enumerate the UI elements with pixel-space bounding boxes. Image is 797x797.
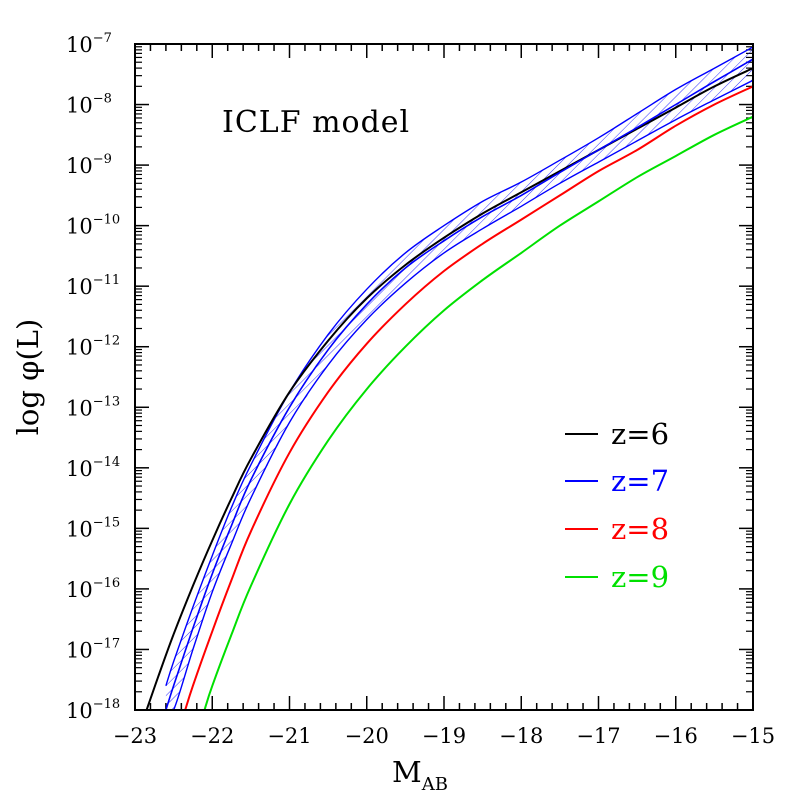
series-z7-uncertainty-band	[165, 47, 753, 710]
y-tick-label: 10−12	[66, 334, 120, 360]
x-tick-label: −20	[345, 724, 389, 748]
y-tick-label: 10−17	[66, 636, 120, 662]
x-tick-label: −21	[267, 724, 311, 748]
x-tick-labels: −23 −22 −21 −20 −19 −18 −17 −16 −15	[113, 724, 775, 748]
y-axis-title: log φ(L)	[11, 319, 45, 436]
x-tick-label: −16	[654, 724, 698, 748]
series-z7-band-lower-edge	[165, 79, 753, 710]
series-z6-line	[145, 67, 753, 710]
y-tick-label: 10−14	[66, 455, 120, 481]
legend-label-z8: z=8	[611, 512, 669, 546]
series-z9-line	[203, 115, 753, 710]
legend-label-z9: z=9	[611, 560, 669, 594]
x-axis-title-main: M	[392, 755, 422, 789]
y-tick-label: 10−8	[66, 92, 112, 118]
y-tick-label: 10−18	[66, 697, 120, 723]
x-tick-label: −23	[113, 724, 157, 748]
series-z7-line	[165, 58, 753, 710]
x-axis-title: MAB	[392, 755, 448, 795]
legend-label-z7: z=7	[611, 464, 669, 498]
legend: z=6 z=7 z=8 z=9	[565, 417, 669, 594]
y-tick-label: 10−9	[66, 152, 112, 178]
y-tick-label: 10−11	[66, 273, 120, 299]
axis-ticks	[134, 43, 754, 711]
x-tick-label: −15	[731, 724, 775, 748]
x-axis-title-subscript: AB	[421, 774, 448, 795]
plot-frame	[134, 43, 754, 711]
series-z8-line	[184, 85, 753, 710]
x-tick-label: −19	[422, 724, 466, 748]
x-tick-label: −17	[576, 724, 620, 748]
y-tick-label: 10−7	[66, 31, 112, 57]
legend-label-z6: z=6	[611, 417, 669, 451]
y-tick-labels: 10−7 10−8 10−9 10−10 10−11 10−12 10−13 10−14 10−…	[66, 31, 120, 723]
y-tick-label: 10−10	[66, 213, 120, 239]
series-z7-band-upper-edge	[165, 46, 753, 687]
y-tick-label: 10−15	[66, 515, 120, 541]
annotation-iclf-model: ICLF model	[222, 105, 410, 140]
x-tick-label: −22	[190, 724, 234, 748]
y-tick-label: 10−13	[66, 394, 120, 420]
y-tick-label: 10−16	[66, 576, 120, 602]
plot-area	[145, 46, 753, 710]
x-tick-label: −18	[499, 724, 543, 748]
